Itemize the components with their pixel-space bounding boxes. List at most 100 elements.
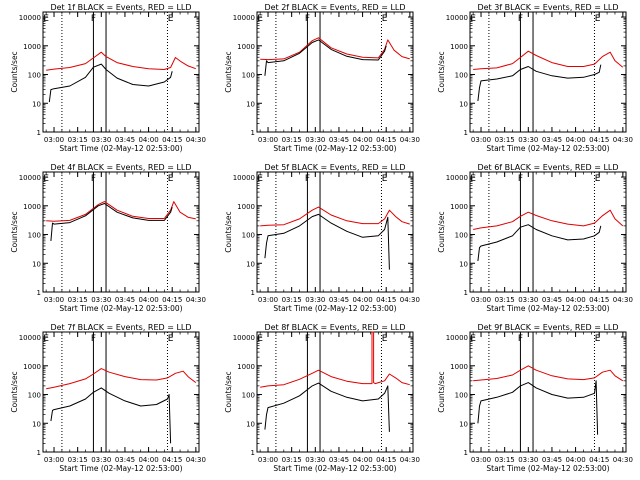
segment-marker-label: E <box>382 334 388 344</box>
x-tick-label: 04:00 <box>565 136 585 144</box>
y-tick-label: 1000 <box>23 203 41 211</box>
segment-marker-label: F <box>518 174 523 184</box>
y-tick-label: 10000 <box>233 174 255 182</box>
events-series-line <box>264 382 390 432</box>
y-tick-label: 1 <box>37 449 41 457</box>
x-tick-label: 03:00 <box>258 296 278 304</box>
segment-marker-label: E <box>43 174 49 184</box>
x-tick-label: 03:45 <box>329 456 349 464</box>
y-tick-label: 10 <box>459 420 468 428</box>
y-tick-label: 1 <box>37 129 41 137</box>
segment-marker-label: F <box>305 334 310 344</box>
plot-frame <box>42 11 200 133</box>
panel-det-7: Det 7f BLACK = Events, RED = LLD 1 10 100 10… <box>10 323 206 473</box>
panel-det-4: Det 4f BLACK = Events, RED = LLD 1 10 100 10… <box>10 163 206 313</box>
plot-frame <box>256 11 414 133</box>
y-tick-label: 1 <box>37 289 41 297</box>
panel-det-3: Det 3f BLACK = Events, RED = LLD 1 10 100 10… <box>437 3 633 153</box>
segment-marker-label: E <box>168 334 174 344</box>
events-series-line <box>477 380 599 435</box>
y-tick-label: 1000 <box>237 363 255 371</box>
lld-series-line <box>260 37 410 61</box>
panel-title: Det 4f BLACK = Events, RED = LLD <box>50 163 191 172</box>
x-tick-label: 03:30 <box>305 456 325 464</box>
events-series-line <box>264 213 390 270</box>
lld-series-line <box>46 201 196 222</box>
y-tick-label: 1000 <box>23 43 41 51</box>
segment-marker-label: E <box>257 14 263 24</box>
x-tick-label: 03:15 <box>68 296 88 304</box>
x-axis-label: Start Time (02-May-12 02:53:00) <box>59 464 182 473</box>
y-tick-label: 1000 <box>237 43 255 51</box>
lld-series-line <box>46 368 197 390</box>
x-tick-label: 03:00 <box>44 456 64 464</box>
y-tick-label: 10 <box>246 420 255 428</box>
segment-marker-label: E <box>595 174 601 184</box>
x-axis-label: Start Time (02-May-12 02:53:00) <box>273 464 396 473</box>
y-tick-label: 10 <box>459 260 468 268</box>
x-tick-label: 03:15 <box>68 136 88 144</box>
segment-marker-label: F <box>91 14 96 24</box>
x-tick-label: 04:00 <box>138 456 158 464</box>
y-tick-label: 100 <box>455 72 468 80</box>
panel-title: Det 1f BLACK = Events, RED = LLD <box>50 3 191 12</box>
x-tick-label: 03:30 <box>91 136 111 144</box>
x-tick-label: 04:00 <box>138 136 158 144</box>
segment-marker-label: F <box>91 174 96 184</box>
panel-det-5: Det 5f BLACK = Events, RED = LLD 1 10 100 10… <box>224 163 420 313</box>
x-tick-label: 03:30 <box>91 456 111 464</box>
segment-marker-label: E <box>43 14 49 24</box>
y-tick-label: 10 <box>32 420 41 428</box>
y-tick-label: 10000 <box>233 334 255 342</box>
x-tick-label: 03:45 <box>329 136 349 144</box>
segment-marker-label: F <box>305 14 310 24</box>
y-tick-label: 1 <box>464 289 468 297</box>
x-tick-label: 03:45 <box>542 296 562 304</box>
segment-marker-label: E <box>470 14 476 24</box>
y-tick-label: 100 <box>28 72 41 80</box>
segment-marker-label: E <box>382 14 388 24</box>
x-tick-label: 04:00 <box>352 456 372 464</box>
y-axis-label: Counts/sec <box>224 51 233 92</box>
x-tick-label: 04:30 <box>400 456 420 464</box>
y-axis-label: Counts/sec <box>10 211 19 252</box>
panel-title: Det 9f BLACK = Events, RED = LLD <box>477 323 618 332</box>
x-tick-label: 03:45 <box>542 456 562 464</box>
x-tick-label: 04:30 <box>613 456 633 464</box>
segment-marker-label: E <box>257 334 263 344</box>
y-tick-label: 100 <box>455 232 468 240</box>
y-tick-label: 100 <box>242 232 255 240</box>
x-tick-label: 04:00 <box>565 456 585 464</box>
panel-det-8: Det 8f BLACK = Events, RED = LLD 1 10 100 10… <box>224 323 420 473</box>
x-tick-label: 03:15 <box>282 456 302 464</box>
y-tick-label: 1 <box>251 289 255 297</box>
x-tick-label: 04:30 <box>613 136 633 144</box>
y-tick-label: 1 <box>251 129 255 137</box>
panel-title: Det 2f BLACK = Events, RED = LLD <box>264 3 405 12</box>
x-axis-label: Start Time (02-May-12 02:53:00) <box>486 464 609 473</box>
y-tick-label: 10000 <box>19 174 41 182</box>
x-tick-label: 04:30 <box>186 296 206 304</box>
y-axis-label: Counts/sec <box>437 51 446 92</box>
y-tick-label: 10 <box>32 100 41 108</box>
x-tick-label: 03:30 <box>305 136 325 144</box>
plot-frame <box>42 331 200 453</box>
x-tick-label: 04:15 <box>376 296 396 304</box>
panel-title: Det 7f BLACK = Events, RED = LLD <box>50 323 191 332</box>
plot-frame <box>469 331 627 453</box>
segment-marker-label: E <box>470 174 476 184</box>
panel-det-9: Det 9f BLACK = Events, RED = LLD 1 10 100 10… <box>437 323 633 473</box>
y-tick-label: 100 <box>28 232 41 240</box>
x-axis-label: Start Time (02-May-12 02:53:00) <box>59 144 182 153</box>
lld-series-line <box>473 50 624 70</box>
events-series-line <box>264 39 387 76</box>
x-tick-label: 04:15 <box>589 296 609 304</box>
y-axis-label: Counts/sec <box>437 371 446 412</box>
y-tick-label: 1000 <box>450 363 468 371</box>
panel-title: Det 5f BLACK = Events, RED = LLD <box>264 163 405 172</box>
x-tick-label: 03:00 <box>258 136 278 144</box>
x-axis-label: Start Time (02-May-12 02:53:00) <box>273 144 396 153</box>
y-tick-label: 10 <box>459 100 468 108</box>
x-tick-label: 04:00 <box>352 296 372 304</box>
events-series-line <box>50 203 173 241</box>
